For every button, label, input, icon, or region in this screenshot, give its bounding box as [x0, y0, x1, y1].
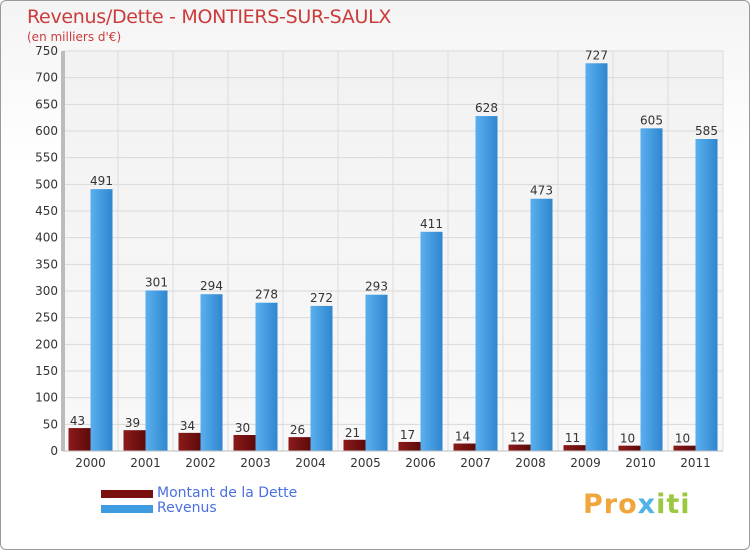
legend-swatch-revenue: [101, 505, 153, 513]
bar-revenue-2001: [145, 290, 168, 451]
bar-debt-2000: [68, 428, 91, 451]
y-tick-label-700: 700: [35, 71, 58, 85]
bar-revenue-2008: [530, 198, 553, 451]
logo-part-1: Pro: [583, 489, 638, 520]
y-tick-label-750: 750: [35, 44, 58, 58]
chart-subtitle: (en milliers d'€): [27, 30, 122, 44]
data-label-revenue-2002: 294: [200, 279, 223, 293]
chart-title: Revenus/Dette - MONTIERS-SUR-SAULX: [27, 6, 392, 28]
y-tick-label-150: 150: [35, 364, 58, 378]
data-label-debt-2009: 11: [565, 431, 580, 445]
data-label-revenue-2000: 491: [90, 174, 113, 188]
bar-revenue-2003: [255, 302, 278, 451]
y-tick-label-300: 300: [35, 284, 58, 298]
y-tick-label-50: 50: [43, 417, 58, 431]
logo-part-2: x: [637, 489, 657, 520]
data-label-revenue-2011: 585: [695, 124, 718, 138]
bar-revenue-2007: [475, 116, 498, 452]
x-tick-label-2011: 2011: [680, 456, 711, 470]
y-tick-label-550: 550: [35, 151, 58, 165]
data-label-revenue-2001: 301: [145, 275, 168, 289]
data-label-debt-2004: 26: [290, 423, 305, 437]
y-tick-label-650: 650: [35, 97, 58, 111]
x-tick-label-2010: 2010: [625, 456, 656, 470]
x-tick-label-2006: 2006: [405, 456, 436, 470]
data-label-debt-2002: 34: [180, 419, 195, 433]
legend-label-revenue: Revenus: [157, 500, 217, 516]
data-label-revenue-2007: 628: [475, 101, 498, 115]
bar-revenue-2000: [90, 189, 113, 451]
data-label-revenue-2006: 411: [420, 217, 443, 231]
y-tick-label-250: 250: [35, 311, 58, 325]
x-tick-label-2000: 2000: [75, 456, 106, 470]
x-tick-label-2002: 2002: [185, 456, 216, 470]
x-tick-label-2003: 2003: [240, 456, 271, 470]
y-tick-label-600: 600: [35, 124, 58, 138]
logo-part-3: iti: [656, 489, 691, 520]
y-tick-label-450: 450: [35, 204, 58, 218]
data-label-revenue-2008: 473: [530, 184, 553, 198]
data-label-debt-2000: 43: [70, 414, 85, 428]
data-label-debt-2006: 17: [400, 428, 415, 442]
data-label-debt-2008: 12: [510, 431, 525, 445]
bar-debt-2007: [453, 443, 476, 451]
bar-revenue-2005: [365, 294, 388, 451]
data-label-debt-2001: 39: [125, 416, 140, 430]
data-label-debt-2005: 21: [345, 426, 360, 440]
y-tick-label-0: 0: [50, 444, 58, 458]
y-axis-band: [61, 51, 65, 451]
legend-label-debt: Montant de la Dette: [157, 485, 298, 501]
bar-revenue-2010: [640, 128, 663, 451]
legend-swatch-debt: [101, 490, 153, 498]
data-label-debt-2003: 30: [235, 421, 250, 435]
x-tick-label-2001: 2001: [130, 456, 161, 470]
x-tick-label-2009: 2009: [570, 456, 601, 470]
bar-debt-2008: [508, 444, 531, 451]
bar-debt-2002: [178, 432, 201, 451]
bar-debt-2009: [563, 445, 586, 451]
data-label-revenue-2003: 278: [255, 288, 278, 302]
bar-debt-2010: [618, 445, 641, 451]
bar-revenue-2009: [585, 63, 608, 452]
y-tick-label-350: 350: [35, 257, 58, 271]
x-tick-label-2005: 2005: [350, 456, 381, 470]
proxiti-logo: Proxiti: [583, 489, 691, 520]
bar-debt-2006: [398, 441, 421, 451]
bar-revenue-2002: [200, 294, 223, 451]
bar-debt-2001: [123, 430, 146, 451]
bar-debt-2005: [343, 439, 366, 451]
data-label-debt-2011: 10: [675, 432, 690, 446]
x-tick-label-2007: 2007: [460, 456, 491, 470]
data-label-revenue-2004: 272: [310, 291, 333, 305]
bar-revenue-2011: [695, 139, 718, 451]
data-label-debt-2010: 10: [620, 432, 635, 446]
data-label-revenue-2005: 293: [365, 280, 388, 294]
y-tick-label-400: 400: [35, 231, 58, 245]
bar-revenue-2004: [310, 305, 333, 451]
x-tick-label-2004: 2004: [295, 456, 326, 470]
data-label-revenue-2010: 605: [640, 113, 663, 127]
y-tick-label-500: 500: [35, 177, 58, 191]
bar-debt-2004: [288, 437, 311, 451]
y-tick-label-200: 200: [35, 337, 58, 351]
data-label-revenue-2009: 727: [585, 48, 608, 62]
bar-revenue-2006: [420, 231, 443, 451]
y-tick-label-100: 100: [35, 391, 58, 405]
x-tick-label-2008: 2008: [515, 456, 546, 470]
data-label-debt-2007: 14: [455, 430, 470, 444]
bar-debt-2003: [233, 435, 256, 451]
bar-debt-2011: [673, 445, 696, 451]
